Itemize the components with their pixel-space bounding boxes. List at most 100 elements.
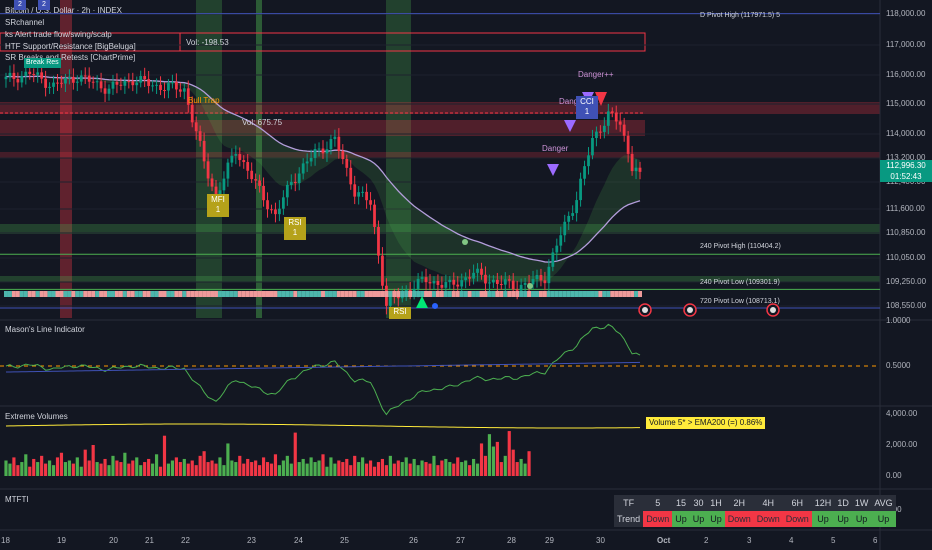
volume-tick-0: 0.00: [886, 471, 902, 480]
danger-triangle-4: [595, 92, 607, 106]
volume-bar-45: [182, 458, 186, 476]
candle-body-88: [353, 184, 357, 197]
volume-bar-41: [166, 463, 171, 476]
volume-bar-38: [154, 454, 159, 476]
volume-bar-79: [317, 460, 321, 476]
volume-bar-40: [162, 435, 167, 476]
candle-body-120: [480, 268, 483, 275]
trend-strip-74: [297, 291, 302, 297]
trend-strip-70: [281, 291, 286, 297]
candle-body-138: [551, 252, 555, 267]
mtfti-title[interactable]: MTFTI: [5, 495, 29, 504]
candle-body-20: [83, 75, 87, 77]
candle-body-99: [396, 296, 400, 299]
time-tick: 4: [789, 536, 794, 545]
trend-strip-160: [638, 291, 642, 297]
trend-strip-57: [229, 291, 234, 297]
volume-box-left: [0, 32, 181, 52]
candle-body-152: [606, 111, 610, 126]
time-tick: 29: [545, 536, 554, 545]
volume-bar-74: [297, 462, 301, 476]
mtfti-trend-cell: Up: [707, 511, 725, 527]
volume-bar-114: [456, 457, 460, 476]
mtfti-trend-cell: Up: [672, 511, 690, 527]
trend-strip-72: [289, 291, 294, 297]
mtfti-header-cell: AVG: [871, 495, 896, 511]
volume-bar-17: [71, 463, 75, 476]
trend-strip-105: [420, 291, 425, 297]
time-tick: 21: [145, 536, 154, 545]
candle-body-142: [567, 215, 571, 222]
candle-body-21: [87, 75, 91, 82]
volume-bar-104: [416, 465, 420, 476]
volume-bar-65: [261, 457, 266, 476]
volume-bar-73: [293, 432, 297, 476]
pivot-label-d-high: D Pivot High (117971.5) 5: [700, 12, 781, 19]
candle-body-18: [75, 81, 79, 83]
candle-body-157: [626, 135, 630, 154]
trend-strip-81: [324, 291, 329, 297]
trend-strip-56: [225, 291, 230, 297]
trend-strip-66: [265, 291, 270, 297]
volume-bar-44: [178, 462, 182, 476]
volume-bar-98: [392, 463, 396, 476]
indicator-srchannel[interactable]: SRchannel: [5, 18, 45, 27]
candle-body-156: [622, 124, 626, 136]
trend-strip-77: [309, 291, 314, 297]
time-tick: 23: [247, 536, 256, 545]
candle-body-131: [523, 283, 527, 285]
candle-body-13: [56, 82, 59, 84]
mtfti-header-cell: 15: [672, 495, 690, 511]
volume-bar-18: [75, 457, 79, 476]
candle-body-145: [579, 178, 582, 201]
candle-body-154: [614, 112, 618, 122]
zone-1: [196, 0, 222, 318]
trend-strip-21: [87, 291, 92, 297]
candle-body-148: [591, 137, 594, 156]
masons-line-title[interactable]: Mason's Line Indicator: [5, 325, 85, 334]
mtfti-header-cell: 1H: [707, 495, 725, 511]
candle-body-58: [234, 154, 238, 156]
trend-strip-94: [376, 291, 381, 297]
volume-bar-62: [250, 462, 254, 476]
mtfti-header-cell: 4H: [753, 495, 783, 511]
volume-bar-14: [59, 452, 64, 476]
extreme-volumes-title[interactable]: Extreme Volumes: [5, 412, 68, 421]
candle-body-85: [341, 151, 345, 160]
candles: [4, 63, 642, 315]
mtfti-trend-cell: Up: [834, 511, 852, 527]
time-tick: 2: [704, 536, 709, 545]
mtfti-header-cell: 12H: [811, 495, 835, 511]
time-tick: 27: [456, 536, 465, 545]
candle-body-90: [361, 191, 365, 193]
symbol-title[interactable]: Bitcoin / U.S. Dollar · 2h · INDEX: [5, 6, 122, 15]
candle-body-114: [456, 284, 460, 287]
volume-bars: [4, 423, 641, 476]
volume-bar-112: [448, 462, 452, 476]
signal-dot: [432, 303, 438, 309]
candle-body-143: [571, 213, 575, 216]
trend-strip-117: [467, 291, 472, 297]
masons-baseline: [5, 361, 641, 373]
candle-body-25: [103, 88, 107, 94]
indicator-htf-sr[interactable]: HTF Support/Resistance [BigBeluga]: [5, 42, 136, 51]
candle-body-144: [575, 200, 579, 214]
trend-strip-58: [233, 291, 238, 297]
trend-strip-15: [63, 291, 68, 297]
volume-bar-34: [139, 465, 143, 476]
trend-strip-107: [428, 291, 432, 297]
trend-strip-147: [586, 291, 591, 297]
indicator-alert-trade-flow[interactable]: ks Alert trade flow/swing/scalp: [5, 30, 112, 39]
mtfti-trend-cell: Up: [851, 511, 872, 527]
candle-body-31: [127, 80, 131, 82]
volume-bar-31: [127, 463, 131, 476]
trend-strip-121: [483, 291, 488, 297]
trend-strip-92: [368, 291, 373, 297]
price-tick: 116,000.00: [886, 70, 926, 79]
indicator-sr-breaks[interactable]: SR Breaks and Retests [ChartPrime]: [5, 53, 136, 62]
trend-strip-108: [431, 291, 436, 297]
candle-body-69: [278, 208, 281, 215]
candle-body-26: [107, 88, 111, 94]
trend-strip-60: [241, 291, 246, 297]
